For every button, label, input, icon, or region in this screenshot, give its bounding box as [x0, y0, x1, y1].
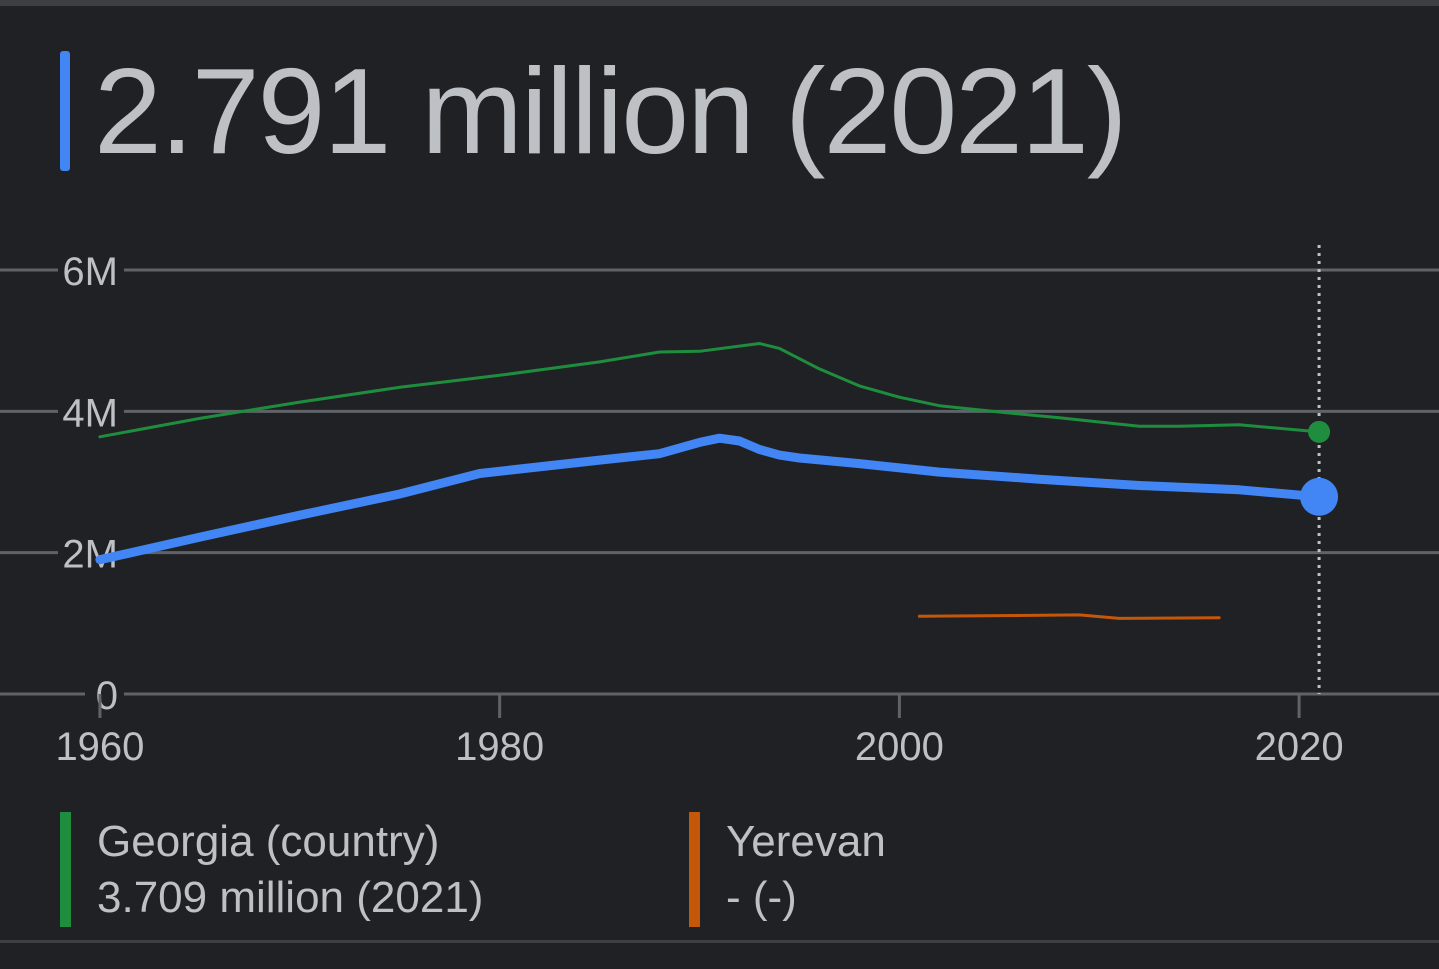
x-tick-label: 2020 [1255, 725, 1344, 769]
legend-series-name: Georgia (country) [97, 817, 440, 866]
x-tick-label: 2000 [855, 725, 944, 769]
legend-series-value: 3.709 million (2021) [97, 873, 484, 922]
x-tick-label: 1980 [455, 725, 544, 769]
legend-series-value: - (-) [726, 873, 797, 922]
primary-current-point[interactable] [1300, 477, 1339, 516]
bottom-divider [0, 940, 1439, 943]
series-line-yerevan [917, 613, 1221, 620]
legend-color-marker [689, 812, 700, 927]
legend-item-yerevan[interactable]: Yerevan - (-) [689, 812, 886, 927]
series-line-georgia [98, 342, 1321, 439]
legend-item-georgia[interactable]: Georgia (country) 3.709 million (2021) [60, 812, 483, 927]
top-divider [0, 0, 1439, 6]
legend-color-marker [60, 812, 71, 927]
georgia-current-point[interactable] [1308, 420, 1331, 443]
y-tick-label: 6M [62, 250, 118, 294]
y-tick-label: 4M [62, 391, 118, 435]
legend-series-name: Yerevan [726, 817, 886, 866]
headline: 2.791 million (2021) [60, 43, 1127, 179]
x-tick-label: 1960 [55, 725, 144, 769]
series-line-primary [95, 433, 1324, 565]
headline-value: 2.791 million (2021) [94, 43, 1127, 179]
headline-series-marker [60, 51, 70, 171]
